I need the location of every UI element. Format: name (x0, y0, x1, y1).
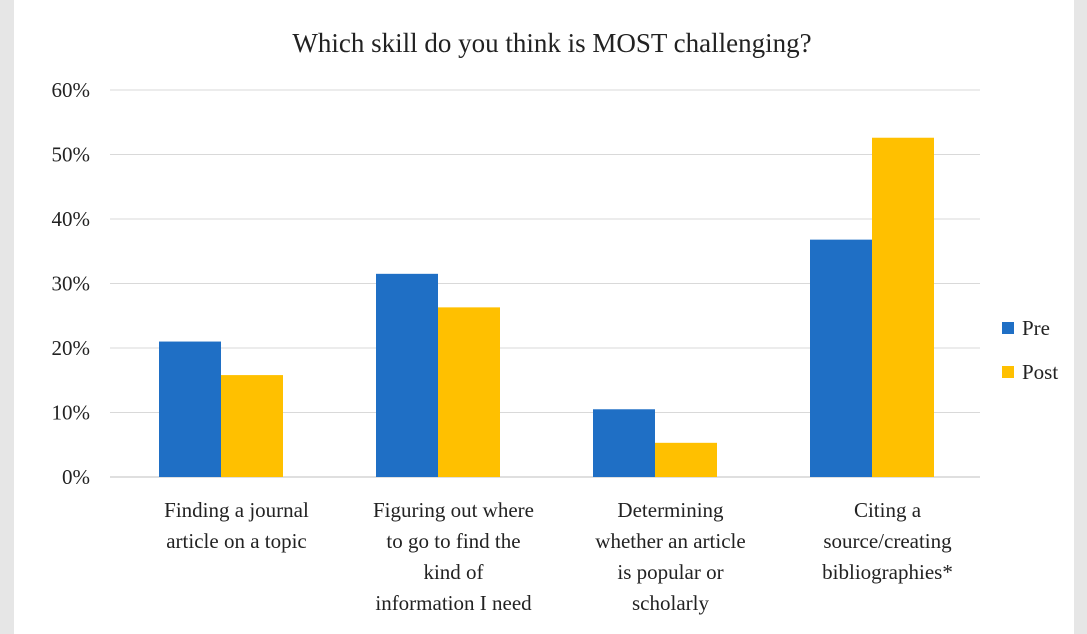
chart-card: Which skill do you think is MOST challen… (14, 0, 1074, 634)
bars (159, 137, 934, 478)
category-label-line: information I need (375, 591, 532, 615)
category-label-line: Citing a (854, 498, 922, 522)
chart-title: Which skill do you think is MOST challen… (292, 28, 811, 58)
y-axis-ticks: 0% 10% 20% 30% 40% 50% 60% (52, 78, 91, 489)
category-label-line: Figuring out where (373, 498, 534, 522)
category-label-line: scholarly (632, 591, 709, 615)
category-label-line: source/creating (823, 529, 952, 553)
category-label: Determining whether an article is popular … (595, 498, 745, 615)
category-labels: Finding a journal article on a topic Figur… (164, 498, 953, 615)
legend: Pre Post (1002, 316, 1058, 384)
legend-label-pre: Pre (1022, 316, 1050, 340)
y-tick-label: 30% (52, 272, 91, 296)
bar-post (655, 442, 717, 477)
bar-post (872, 137, 934, 478)
bar-chart: Which skill do you think is MOST challen… (52, 28, 1059, 615)
category-label-line: kind of (423, 560, 483, 584)
bar-pre (376, 273, 438, 477)
y-tick-label: 60% (52, 78, 91, 102)
legend-swatch-post (1002, 366, 1014, 378)
y-tick-label: 50% (52, 143, 91, 167)
category-label-line: bibliographies* (822, 560, 953, 584)
y-tick-label: 10% (52, 401, 91, 425)
category-label-line: is popular or (617, 560, 723, 584)
category-label-line: to go to find the (386, 529, 520, 553)
legend-label-post: Post (1022, 360, 1058, 384)
category-label-line: article on a topic (166, 529, 307, 553)
category-label: Citing a source/creating bibliographies* (822, 498, 953, 584)
bar-pre (159, 341, 221, 477)
y-tick-label: 20% (52, 336, 91, 360)
bar-post (438, 307, 500, 477)
category-label-line: Finding a journal (164, 498, 309, 522)
y-tick-label: 0% (62, 465, 90, 489)
legend-swatch-pre (1002, 322, 1014, 334)
bar-post (221, 375, 283, 477)
bar-pre (810, 239, 872, 477)
y-tick-label: 40% (52, 207, 91, 231)
category-label-line: whether an article (595, 529, 745, 553)
category-label: Finding a journal article on a topic (164, 498, 309, 553)
bar-pre (593, 409, 655, 477)
category-label-line: Determining (617, 498, 724, 522)
category-label: Figuring out where to go to find the kind … (373, 498, 534, 615)
